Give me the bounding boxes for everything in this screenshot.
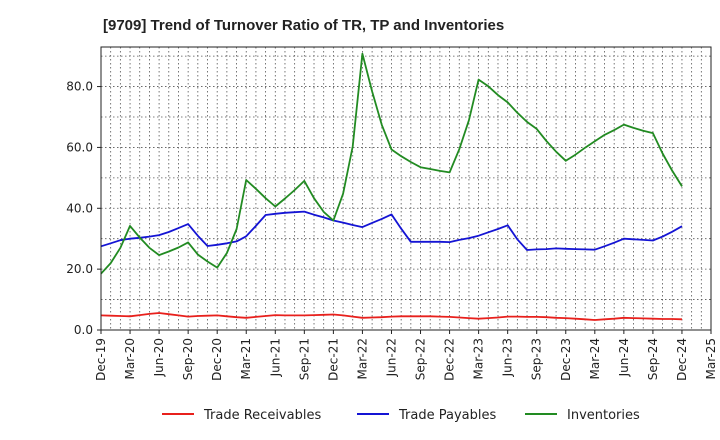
legend-label-0: Trade Receivables xyxy=(203,408,321,423)
x-tick-label: Mar-22 xyxy=(355,338,369,379)
y-tick-label: 40.0 xyxy=(66,201,93,215)
x-tick-label: Sep-24 xyxy=(646,338,660,380)
x-tick-label: Jun-24 xyxy=(617,338,631,377)
x-tick-label: Dec-24 xyxy=(675,338,689,381)
x-tick-label: Dec-21 xyxy=(326,338,340,381)
x-tick-label: Dec-22 xyxy=(443,338,457,381)
series-line-0 xyxy=(100,312,683,321)
x-tick-label: Sep-22 xyxy=(414,338,428,380)
y-tick-label: 80.0 xyxy=(66,80,93,94)
x-tick-label: Dec-19 xyxy=(94,338,108,381)
x-tick-label: Mar-21 xyxy=(239,338,253,379)
y-tick-label: 60.0 xyxy=(66,140,93,154)
legend-label-2: Inventories xyxy=(567,408,640,423)
y-tick-label: 0.0 xyxy=(74,323,93,337)
x-tick-label: Sep-20 xyxy=(181,338,195,380)
grid-lines xyxy=(101,47,711,330)
x-tick-label: Mar-20 xyxy=(123,338,137,379)
y-axis-ticks: 0.0 20.0 40.0 60.0 80.0 xyxy=(66,80,101,337)
series-line-1 xyxy=(100,210,683,251)
x-tick-label: Mar-24 xyxy=(588,338,602,379)
x-tick-label: Sep-23 xyxy=(530,338,544,380)
x-tick-label: Mar-25 xyxy=(704,338,718,379)
x-axis-ticks: Dec-19 Mar-20 Jun-20 Sep-20 Dec-20 Mar-21 Jun-… xyxy=(94,330,718,381)
chart-title: [9709] Trend of Turnover Ratio of TR, TP… xyxy=(103,17,504,34)
plot-area-frame xyxy=(100,46,712,331)
x-tick-label: Jun-23 xyxy=(501,338,515,377)
series-lines xyxy=(100,52,683,321)
x-tick-label: Mar-23 xyxy=(472,338,486,379)
legend: Trade Receivables Trade Payables Inventori… xyxy=(162,408,640,423)
x-tick-label: Dec-20 xyxy=(210,338,224,381)
y-tick-label: 20.0 xyxy=(66,262,93,276)
x-tick-label: Jun-20 xyxy=(152,338,166,377)
x-tick-label: Jun-22 xyxy=(384,338,398,377)
x-tick-label: Dec-23 xyxy=(559,338,573,381)
x-tick-label: Jun-21 xyxy=(268,338,282,377)
series-line-2 xyxy=(100,52,683,275)
x-tick-label: Sep-21 xyxy=(297,338,311,380)
legend-label-1: Trade Payables xyxy=(398,408,496,423)
